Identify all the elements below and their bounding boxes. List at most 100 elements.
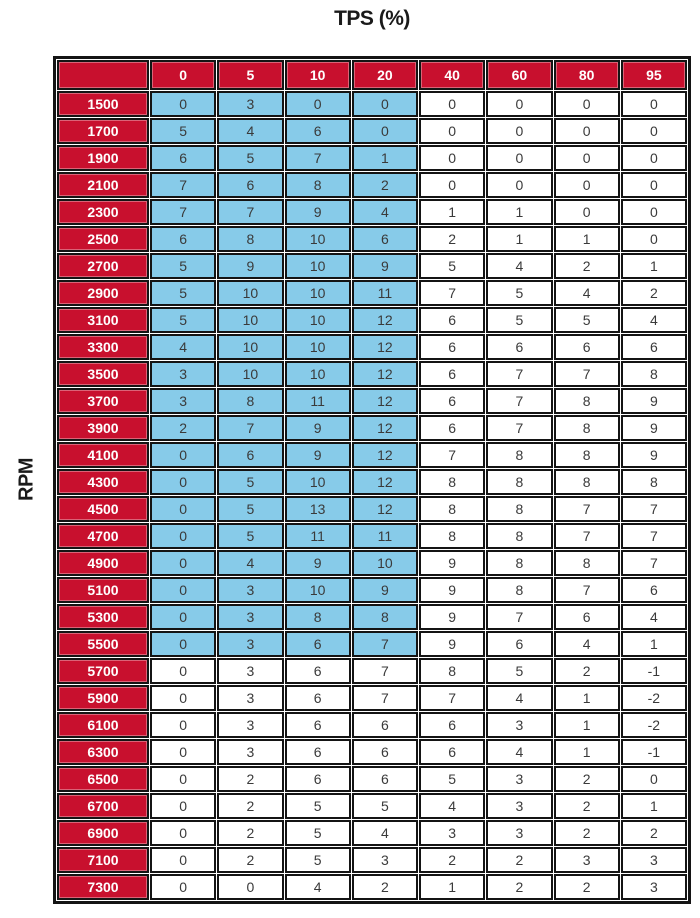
value-cell: 0 [620, 91, 687, 117]
value-cell: 2 [217, 820, 284, 846]
value-cell: 2 [419, 847, 486, 873]
value-cell: 8 [553, 388, 620, 414]
value-cell: 5 [150, 307, 217, 333]
value-cell: 2 [553, 766, 620, 792]
tps-column-header: 5 [217, 60, 284, 90]
rpm-row-header: 3500 [57, 361, 149, 387]
value-cell: 0 [553, 172, 620, 198]
value-cell: 9 [620, 388, 687, 414]
value-cell: 3 [620, 874, 687, 900]
value-cell: 1 [620, 631, 687, 657]
value-cell: 7 [217, 199, 284, 225]
table-row: 4900 0 4 9 10 9 8 8 7 [57, 550, 687, 576]
value-cell: 0 [553, 91, 620, 117]
value-cell: 10 [284, 280, 351, 306]
value-cell: 1 [553, 712, 620, 738]
value-cell: 7 [419, 442, 486, 468]
value-cell: 3 [553, 847, 620, 873]
tps-header-row: 0 5 10 20 40 60 80 95 [57, 60, 687, 90]
rpm-row-header: 6500 [57, 766, 149, 792]
value-cell: 9 [217, 253, 284, 279]
table-row: 3300 4 10 10 12 6 6 6 6 [57, 334, 687, 360]
value-cell: 0 [150, 577, 217, 603]
rpm-row-header: 2300 [57, 199, 149, 225]
value-cell: 6 [284, 712, 351, 738]
value-cell: 7 [351, 685, 418, 711]
value-cell: 5 [284, 820, 351, 846]
rpm-row-header: 3700 [57, 388, 149, 414]
value-cell: 6 [419, 388, 486, 414]
value-cell: 11 [284, 523, 351, 549]
value-cell: 10 [217, 307, 284, 333]
value-cell: 0 [620, 199, 687, 225]
value-cell: 4 [150, 334, 217, 360]
value-cell: 0 [620, 172, 687, 198]
value-cell: 6 [486, 334, 553, 360]
rpm-row-header: 2700 [57, 253, 149, 279]
value-cell: 12 [351, 415, 418, 441]
rpm-axis-label: RPM [15, 458, 38, 501]
tps-column-header: 0 [150, 60, 217, 90]
value-cell: 2 [486, 874, 553, 900]
value-cell: 8 [419, 658, 486, 684]
value-cell: 9 [351, 577, 418, 603]
value-cell: 6 [284, 739, 351, 765]
value-cell: 7 [553, 496, 620, 522]
rpm-row-header: 6900 [57, 820, 149, 846]
value-cell: 7 [486, 415, 553, 441]
value-cell: 6 [419, 712, 486, 738]
value-cell: 13 [284, 496, 351, 522]
value-cell: 5 [150, 280, 217, 306]
value-cell: 9 [620, 442, 687, 468]
value-cell: 2 [351, 172, 418, 198]
value-cell: 6 [486, 631, 553, 657]
value-cell: 0 [150, 766, 217, 792]
value-cell: 6 [351, 766, 418, 792]
value-cell: 0 [284, 91, 351, 117]
value-cell: 8 [553, 442, 620, 468]
value-cell: 2 [150, 415, 217, 441]
value-cell: 0 [150, 604, 217, 630]
value-cell: 5 [553, 307, 620, 333]
table-row: 4700 0 5 11 11 8 8 7 7 [57, 523, 687, 549]
value-cell: 7 [419, 280, 486, 306]
value-cell: 2 [217, 847, 284, 873]
value-cell: 8 [553, 415, 620, 441]
value-cell: 0 [150, 685, 217, 711]
value-cell: 2 [217, 793, 284, 819]
value-cell: 4 [486, 739, 553, 765]
value-cell: 0 [217, 874, 284, 900]
value-cell: 9 [419, 577, 486, 603]
value-cell: 2 [553, 820, 620, 846]
value-cell: 6 [217, 172, 284, 198]
value-cell: 6 [284, 766, 351, 792]
value-cell: 10 [217, 361, 284, 387]
value-cell: 6 [150, 145, 217, 171]
value-cell: 12 [351, 496, 418, 522]
rpm-row-header: 5500 [57, 631, 149, 657]
table-row: 4100 0 6 9 12 7 8 8 9 [57, 442, 687, 468]
value-cell: 1 [553, 226, 620, 252]
value-cell: 3 [217, 658, 284, 684]
value-cell: 0 [150, 469, 217, 495]
value-cell: 5 [150, 118, 217, 144]
value-cell: 4 [553, 631, 620, 657]
value-cell: 1 [419, 874, 486, 900]
value-cell: 8 [217, 388, 284, 414]
value-cell: 3 [217, 685, 284, 711]
value-cell: 0 [620, 145, 687, 171]
value-cell: 2 [351, 874, 418, 900]
value-cell: 9 [620, 415, 687, 441]
rpm-row-header: 3300 [57, 334, 149, 360]
value-cell: 4 [553, 280, 620, 306]
value-cell: 6 [419, 415, 486, 441]
value-cell: 7 [217, 415, 284, 441]
value-cell: 8 [284, 604, 351, 630]
value-cell: 2 [620, 280, 687, 306]
value-cell: 0 [553, 118, 620, 144]
value-cell: 6 [284, 685, 351, 711]
value-cell: 12 [351, 334, 418, 360]
rpm-row-header: 2900 [57, 280, 149, 306]
value-cell: 10 [217, 334, 284, 360]
value-cell: 0 [150, 820, 217, 846]
